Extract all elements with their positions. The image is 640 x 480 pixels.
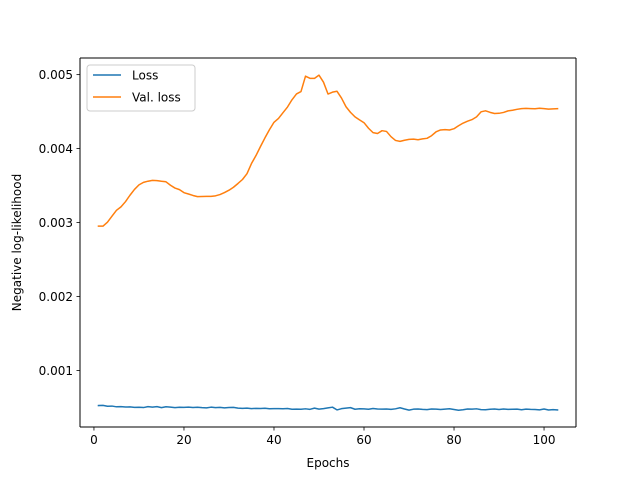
y-tick-label: 0.005 xyxy=(39,68,73,82)
x-tick-label: 40 xyxy=(266,433,281,447)
y-axis-title: Negative log-likelihood xyxy=(10,174,24,311)
x-tick-label: 0 xyxy=(90,433,98,447)
series-lines xyxy=(97,74,559,412)
y-tick-label: 0.002 xyxy=(39,290,73,304)
y-tick-label: 0.004 xyxy=(39,142,73,156)
legend: Loss Val. loss xyxy=(86,64,196,112)
y-axis-ticks: 0.001 0.002 0.003 0.004 0.005 xyxy=(39,68,80,378)
x-axis-title: Epochs xyxy=(307,456,350,470)
x-axis-ticks: 0 20 40 60 80 100 xyxy=(90,427,555,447)
legend-box xyxy=(86,64,196,112)
x-tick-label: 80 xyxy=(446,433,461,447)
y-tick-label: 0.003 xyxy=(39,216,73,230)
series-line-loss xyxy=(97,404,559,412)
series-line-val-loss xyxy=(97,74,559,227)
plot-area xyxy=(80,58,576,427)
y-tick-label: 0.001 xyxy=(39,364,73,378)
axes-frame xyxy=(79,57,577,428)
legend-label-val-loss: Val. loss xyxy=(132,91,181,105)
legend-label-loss: Loss xyxy=(132,69,158,83)
x-tick-label: 100 xyxy=(533,433,556,447)
x-tick-label: 20 xyxy=(176,433,191,447)
x-tick-label: 60 xyxy=(356,433,371,447)
